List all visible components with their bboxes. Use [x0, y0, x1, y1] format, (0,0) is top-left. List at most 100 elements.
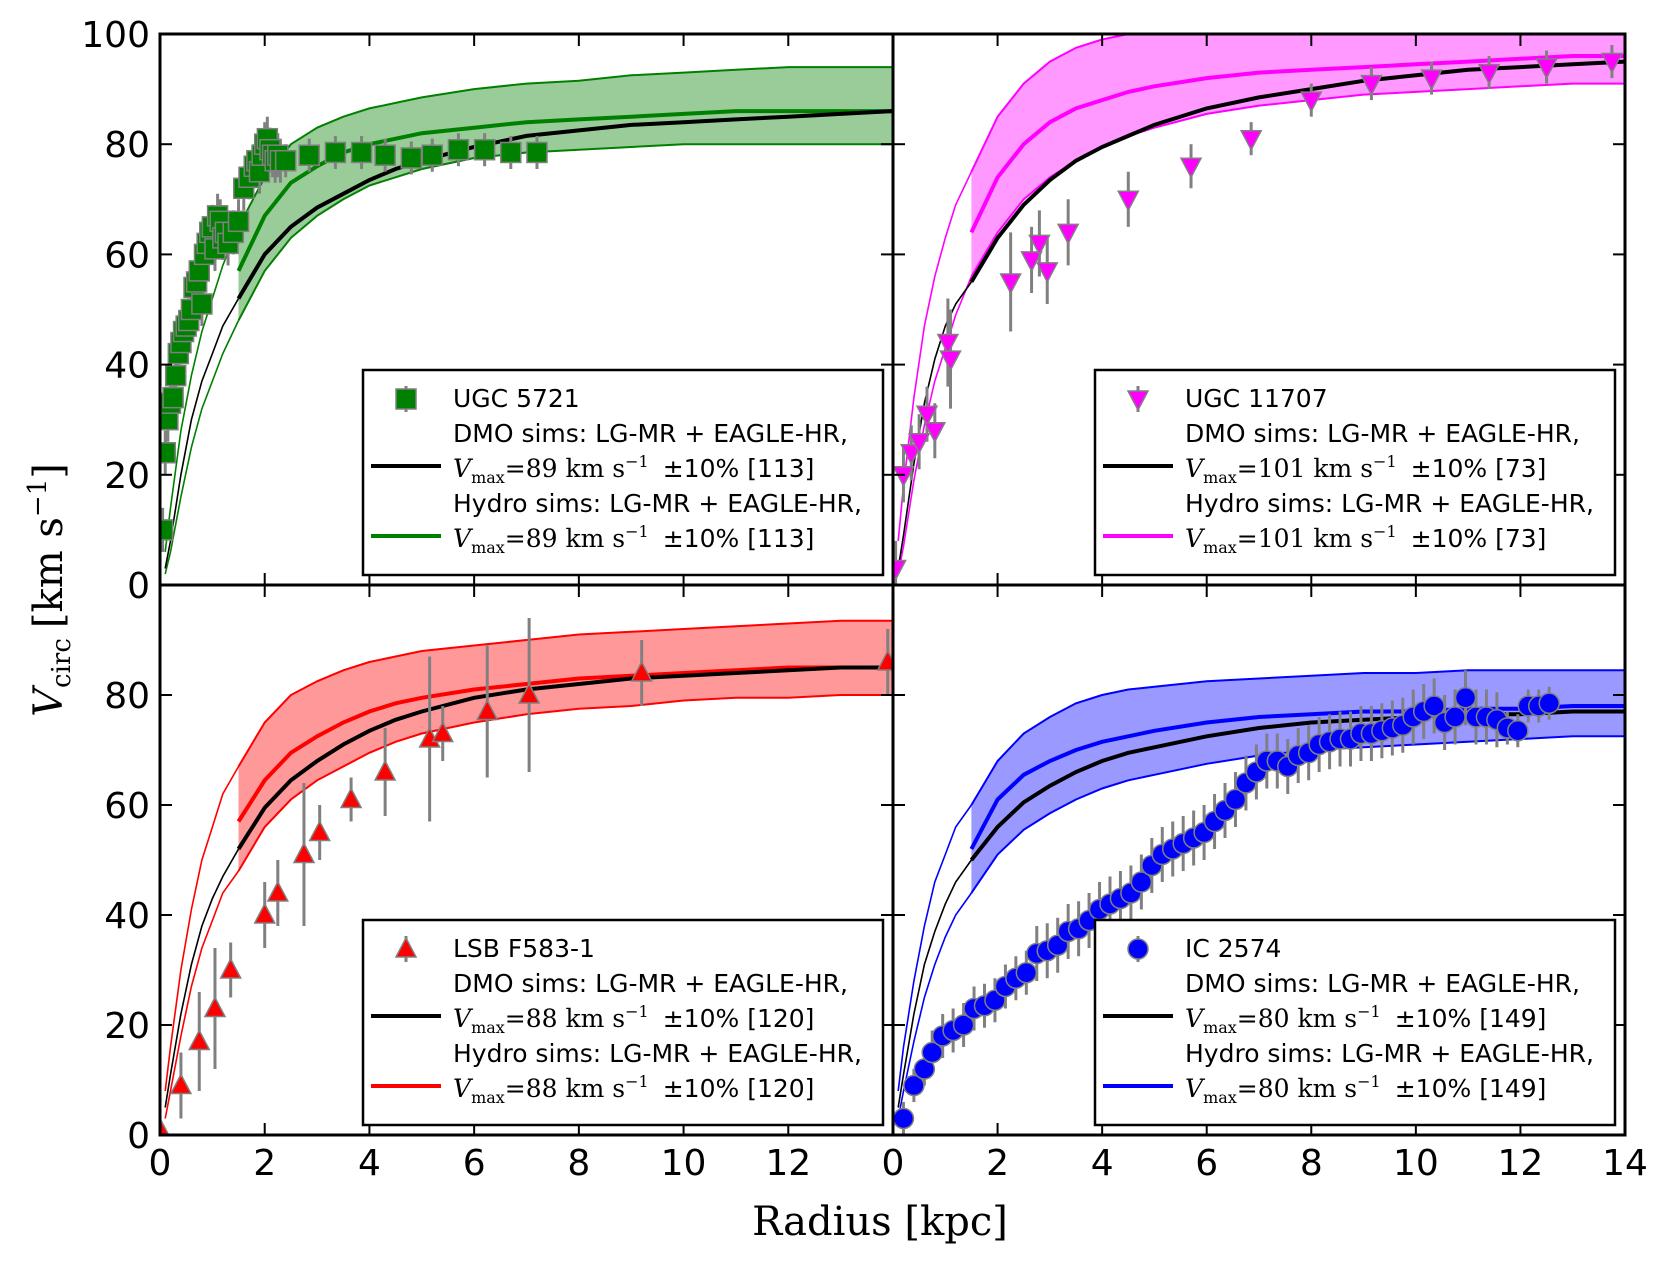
- panel-bottom-left-legend-box: [361, 918, 885, 1127]
- panel-top-right: UGC 11707 DMO sims: LG-MR + EAGLE-HR, Vmax…: [891, 32, 1627, 587]
- panel-top-left-y-tick-label: 80: [104, 125, 150, 166]
- panel-top-left-data-point: [160, 519, 174, 541]
- panel-bottom-right-data-point: [893, 1107, 915, 1130]
- panel-top-left-data-point: [227, 210, 250, 233]
- panel-top-right-data-point: [907, 432, 931, 455]
- panel-top-left-y-tick-label: 100: [81, 15, 150, 56]
- panel-bottom-left-legend-hydro-label: Hydro sims: LG-MR + EAGLE-HR,: [453, 1039, 862, 1068]
- panel-bottom-right-x-tick-label: 6: [1195, 1143, 1218, 1184]
- panel-bottom-right-x-tick-label: 4: [1091, 1143, 1114, 1184]
- panel-top-right-data-point: [1028, 234, 1051, 256]
- panel-top-left-y-tick-label: 20: [104, 456, 150, 497]
- panel-bottom-left-legend-obs-name: LSB F583-1: [453, 934, 595, 963]
- panel-bottom-right-x-tick-label: 2: [986, 1143, 1009, 1184]
- panel-bottom-right-legend: IC 2574 DMO sims: LG-MR + EAGLE-HR, Vmax=8…: [1093, 918, 1617, 1127]
- panel-bottom-left-dmo-curve: [236, 665, 893, 851]
- panel-top-right-data-point: [893, 466, 915, 488]
- panel-top-left-plot-area: [160, 66, 893, 575]
- panel-bottom-left: 0 2 4 6 8 10 12 0 20 40 60 80 LSB F583-1 DMO sims: LG…: [104, 583, 895, 1184]
- panel-top-right-legend-dmo-label: DMO sims: LG-MR + EAGLE-HR,: [1185, 419, 1580, 448]
- panel-bottom-right-legend-hydro-vmax: Vmax=80 km s−1 ±10% [149]: [1185, 1072, 1546, 1107]
- panel-top-right-data-point: [1477, 63, 1501, 86]
- panel-top-left-data-point: [160, 442, 176, 464]
- panel-bottom-left-legend-dmo-label: DMO sims: LG-MR + EAGLE-HR,: [453, 969, 848, 998]
- panel-bottom-left-data-point: [203, 995, 227, 1018]
- panel-bottom-right-data-point: [1015, 962, 1038, 984]
- panel-bottom-left-y-tick-label: 0: [127, 1116, 150, 1157]
- panel-top-right-data-point: [1036, 262, 1059, 284]
- panel-top-left-hydro-band-upper: [237, 66, 893, 228]
- panel-top-right-hydro-band-upper: [970, 34, 1625, 173]
- panel-bottom-left-x-tick-label: 4: [358, 1143, 381, 1184]
- panel-bottom-left-x-tick-label: 10: [661, 1143, 707, 1184]
- panel-bottom-left-y-tick-label: 80: [104, 676, 150, 717]
- panel-bottom-left-data-point: [253, 902, 276, 924]
- panel-top-right-data-point: [1020, 251, 1043, 273]
- panel-bottom-right-data-point: [921, 1041, 943, 1064]
- panel-top-left-data-point: [298, 144, 320, 166]
- panel-top-left-legend-dmo-vmax: Vmax=89 km s−1 ±10% [113]: [453, 452, 814, 487]
- panel-bottom-left-inner-hydro-upper: [164, 766, 240, 1092]
- panel-top-right-data-point: [893, 559, 907, 582]
- y-axis-label-sub: circ: [47, 638, 77, 688]
- panel-bottom-right-legend-hydro-label: Hydro sims: LG-MR + EAGLE-HR,: [1185, 1039, 1594, 1068]
- panel-bottom-left-y-tick-label: 60: [104, 786, 150, 827]
- panel-top-right-legend-dmo-vmax: Vmax=101 km s−1 ±10% [73]: [1185, 452, 1546, 487]
- panel-top-right-legend-obs-name: UGC 11707: [1185, 384, 1328, 413]
- panel-bottom-right-legend-box: [1093, 918, 1617, 1127]
- panel-bottom-right-axes-frame: [891, 583, 1627, 1137]
- panel-bottom-left-data-point: [431, 720, 454, 743]
- panel-top-right-legend-hydro-label: Hydro sims: LG-MR + EAGLE-HR,: [1185, 489, 1594, 518]
- panel-bottom-left-legend-marker: [394, 936, 418, 958]
- panel-top-right-observations: [893, 45, 1624, 585]
- panel-bottom-right-x-tick-label: 14: [1602, 1143, 1648, 1184]
- panel-bottom-right-observations: [893, 670, 1560, 1135]
- x-axis-label: Radius [kpc]: [752, 1199, 1008, 1245]
- panel-bottom-left-observations: [160, 618, 893, 1135]
- panel-top-right-data-point: [936, 333, 960, 356]
- panel-bottom-left-data-point: [266, 880, 290, 902]
- panel-top-left-data-point: [421, 144, 444, 166]
- panel-top-left-data-point: [274, 149, 297, 172]
- panel-bottom-right-legend-obs-name: IC 2574: [1185, 934, 1281, 963]
- panel-bottom-left-data-point: [169, 1072, 193, 1095]
- panel-bottom-right-data-point: [1454, 687, 1477, 709]
- panel-bottom-left-x-tick-label: 8: [567, 1143, 590, 1184]
- panel-top-right-data-point: [900, 444, 923, 466]
- panel-top-right-data-point: [939, 350, 962, 372]
- panel-top-right-legend-hydro-vmax: Vmax=101 km s−1 ±10% [73]: [1185, 522, 1546, 557]
- panel-top-right-inner-hydro-upper: [897, 171, 973, 541]
- panel-top-right-hydro-band-lower: [970, 82, 1625, 277]
- svg-text:Vcirc[km s−1]: Vcirc [km s−1]: [23, 463, 77, 717]
- panel-bottom-left-inner-dmo: [164, 848, 240, 1108]
- panel-bottom-right-legend-dmo-label: DMO sims: LG-MR + EAGLE-HR,: [1185, 969, 1580, 998]
- y-axis-label: Vcirc [km s−1]: [23, 463, 77, 717]
- panel-bottom-left-data-point: [517, 682, 541, 704]
- panel-top-right-data-point: [1056, 223, 1080, 245]
- y-axis-label-unit: [km s: [26, 517, 72, 628]
- panel-top-left-inner-hydro-lower: [164, 320, 240, 575]
- panel-bottom-left-inner-hydro-lower: [164, 870, 240, 1119]
- panel-bottom-left-x-tick-label: 12: [765, 1143, 811, 1184]
- panel-top-right-data-point: [999, 273, 1022, 295]
- panel-top-right-data-point: [1239, 129, 1263, 152]
- panel-top-left-hydro-band: [238, 67, 893, 321]
- panel-bottom-left-legend-dmo-vmax: Vmax=88 km s−1 ±10% [120]: [453, 1002, 814, 1037]
- panel-top-left-legend: UGC 5721 DMO sims: LG-MR + EAGLE-HR, Vmax=…: [361, 368, 885, 577]
- panel-bottom-left-data-point: [219, 957, 242, 979]
- panel-top-right-inner-hydro-lower: [897, 276, 973, 575]
- panel-bottom-right-legend-dmo-vmax: Vmax=80 km s−1 ±10% [149]: [1185, 1002, 1546, 1037]
- panel-top-right-inner-dmo: [897, 281, 973, 569]
- panel-bottom-right-hydro-band: [971, 670, 1625, 893]
- panel-top-right-data-point: [1535, 58, 1558, 80]
- y-axis-label-unit-sup: −1: [23, 479, 53, 517]
- panel-top-left-legend-box: [361, 368, 885, 577]
- panel-bottom-left-data-point: [630, 660, 653, 682]
- panel-bottom-left-hydro-band: [238, 620, 893, 871]
- panel-bottom-right-data-point: [1423, 695, 1445, 717]
- panel-top-left-data-point: [526, 141, 548, 164]
- panel-bottom-left-data-point: [160, 1116, 170, 1135]
- panel-top-right-data-point: [1360, 74, 1383, 97]
- panel-bottom-right: 0 2 4 6 8 10 12 14 IC 2574 DMO sims: LG-MR + EAGL…: [882, 583, 1648, 1184]
- panel-bottom-left-legend-hydro-vmax: Vmax=88 km s−1 ±10% [120]: [453, 1072, 814, 1107]
